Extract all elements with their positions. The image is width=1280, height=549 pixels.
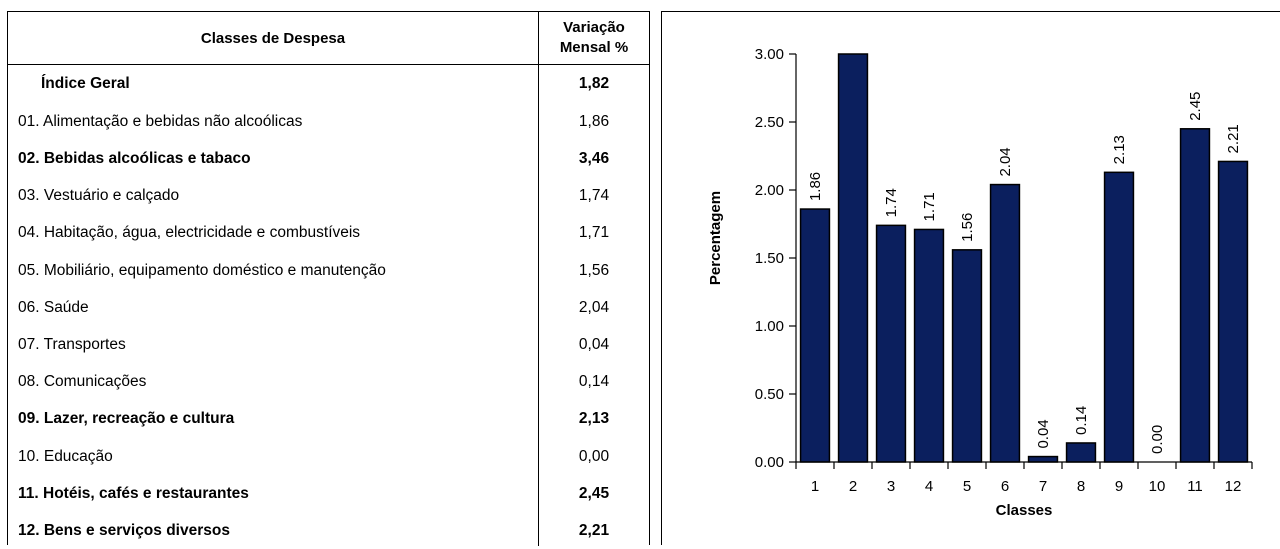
row-value: 2,13 [578,410,610,428]
data-label: 1.71 [921,192,938,221]
data-label: 2.45 [1187,92,1204,121]
table-row: 12. Bens e serviços diversos 2,21 [8,512,649,549]
x-tick-label: 8 [1077,478,1085,495]
bar [799,208,831,463]
table-row: 03. Vestuário e calçado 1,74 [8,178,649,215]
table-row: 05. Mobiliário, equipamento doméstico e … [8,252,649,289]
table-row: 04. Habitação, água, electricidade e com… [8,215,649,252]
data-label: 2.04 [997,147,1014,176]
table-row: 06. Saúde 2,04 [8,289,649,326]
table-row: 11. Hotéis, cafés e restaurantes 2,45 [8,475,649,512]
bar [1065,442,1097,463]
bar [1217,160,1249,463]
y-axis-title: Percentagem [707,191,724,285]
bar [1103,171,1135,463]
row-value: 1,56 [578,261,610,279]
x-tick-label: 12 [1225,478,1242,495]
data-label: 1.86 [807,172,824,201]
y-tick-label: 1.50 [755,250,784,267]
row-value: 2,04 [578,298,610,316]
row-label: 12. Bens e serviços diversos [18,521,230,539]
table-row: 02. Bebidas alcoólicas e tabaco 3,46 [8,140,649,177]
y-tick-label: 2.00 [755,182,784,199]
x-tick-label: 3 [887,478,895,495]
x-axis-title: Classes [996,502,1053,519]
row-label: 03. Vestuário e calçado [18,187,180,205]
row-label: Índice Geral [41,74,130,92]
row-label: 01. Alimentação e bebidas não alcoólicas [18,112,303,130]
row-value: 1,86 [578,112,610,130]
y-tick-label: 1.00 [755,318,784,335]
column-divider [538,12,539,546]
header-variacao-mensal: Variação Mensal % [559,19,629,56]
bar [837,53,869,463]
row-label: 06. Saúde [18,298,89,316]
y-tick-label: 0.50 [755,386,784,403]
chart-panel: 0.00 0.50 1.00 1.50 2.00 2.50 3.00 1 2 3 4 5 6 7 8 9 10 1… [661,11,1280,545]
row-label: 05. Mobiliário, equipamento doméstico e … [18,261,386,279]
row-label: 11. Hotéis, cafés e restaurantes [18,484,249,502]
row-label: 08. Comunicações [18,373,147,391]
bar [1179,128,1211,463]
data-label: 0.14 [1073,406,1090,435]
row-label: 09. Lazer, recreação e cultura [18,410,235,428]
y-tick-label: 0.00 [755,454,784,471]
x-tick-label: 4 [925,478,933,495]
table-row: 10. Educação 0,00 [8,438,649,475]
x-tick-label: 11 [1187,478,1203,495]
data-label: 1.56 [959,213,976,242]
row-label: 07. Transportes [18,335,126,353]
table-row: 08. Comunicações 0,14 [8,364,649,401]
row-label: 02. Bebidas alcoólicas e tabaco [18,149,251,167]
row-value: 1,71 [578,224,610,242]
data-label: 0.00 [1149,425,1166,454]
table-row-indice-geral: Índice Geral 1,82 [8,65,649,102]
x-tick-label: 10 [1149,478,1166,495]
x-tick-label: 2 [849,478,857,495]
row-value: 2,45 [578,484,610,502]
data-label: 0.04 [1035,419,1052,448]
expense-classes-table: Classes de Despesa Variação Mensal % Índ… [7,11,650,546]
bar [989,183,1021,463]
row-value: 0,00 [578,447,610,465]
data-label: 1.74 [883,188,900,217]
row-value: 0,14 [578,373,610,391]
row-label: 04. Habitação, água, electricidade e com… [18,224,361,242]
x-tick-label: 1 [811,478,819,495]
header-classes-de-despesa: Classes de Despesa [200,29,346,47]
table-row: 09. Lazer, recreação e cultura 2,13 [8,401,649,438]
row-value: 3,46 [578,149,610,167]
row-label: 10. Educação [18,447,113,465]
row-value: 2,21 [578,521,610,539]
row-value: 1,82 [578,74,610,92]
table-header: Classes de Despesa Variação Mensal % [8,12,649,65]
row-value: 1,74 [578,187,610,205]
y-tick-label: 2.50 [755,114,784,131]
table-row: 01. Alimentação e bebidas não alcoólicas… [8,103,649,140]
bar [913,228,945,463]
bar-chart: 0.000.501.001.502.002.503.001 2 3 4 5 6 7 8 9 10 1… [707,46,1253,519]
x-tick-label: 5 [963,478,971,495]
table-row: 07. Transportes 0,04 [8,326,649,363]
x-tick-label: 6 [1001,478,1009,495]
y-tick-label: 3.00 [755,46,784,63]
bar [875,224,907,463]
row-value: 0,04 [578,335,610,353]
bar [951,249,983,463]
x-tick-label: 9 [1115,478,1123,495]
data-label: 2.21 [1225,124,1242,153]
data-label: 2.13 [1111,135,1128,164]
bar [1027,455,1059,463]
x-tick-label: 7 [1039,478,1047,495]
